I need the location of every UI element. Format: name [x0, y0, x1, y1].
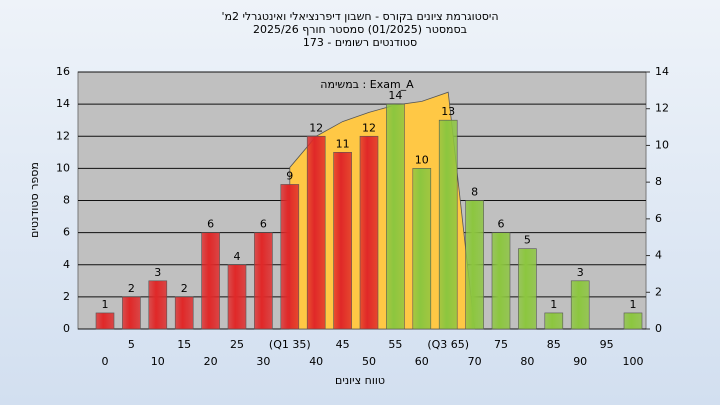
- chart-subtitle: בסמסטר (01/2025) סמסטר חורף 2025/26: [253, 23, 467, 36]
- y-tick-label: 8: [63, 194, 70, 207]
- data-label: 2: [181, 282, 188, 295]
- x-tick-label: 100: [623, 355, 644, 368]
- bar: [491, 232, 511, 330]
- data-label: 12: [309, 121, 323, 134]
- data-label: 6: [207, 218, 214, 231]
- x-tick-label: 45: [336, 338, 350, 351]
- y-tick-label: 10: [56, 161, 70, 174]
- bar: [518, 248, 537, 330]
- x-axis-label: טווח ציונים: [335, 374, 385, 387]
- y-tick-label: 6: [63, 226, 70, 239]
- x-tick-label: 60: [415, 355, 429, 368]
- x-tick-label: 30: [256, 355, 270, 368]
- x-tick-label: 10: [151, 355, 165, 368]
- x-tick-label: 95: [600, 338, 614, 351]
- data-label: 6: [260, 218, 267, 231]
- data-label: 1: [102, 298, 109, 311]
- bar: [412, 168, 432, 330]
- x-tick-label: 5: [128, 338, 135, 351]
- annotation: במשימה : Exam_A: [320, 78, 414, 91]
- data-label: 11: [336, 137, 350, 150]
- y-tick-label: 12: [56, 129, 70, 142]
- x-tick-label: 25: [230, 338, 244, 351]
- x-tick-label: 85: [547, 338, 561, 351]
- bar: [386, 103, 405, 330]
- bar: [359, 135, 379, 330]
- y-tick-label: 16: [56, 65, 70, 78]
- bar: [306, 135, 326, 330]
- data-label: 3: [154, 266, 161, 279]
- bar: [438, 119, 458, 330]
- y2-tick-label: 0: [655, 322, 662, 335]
- x-tick-label: (Q3 65): [427, 338, 469, 351]
- data-label: 1: [630, 298, 637, 311]
- bar: [254, 232, 273, 330]
- y2-tick-label: 6: [655, 212, 662, 225]
- data-label: 1: [550, 298, 557, 311]
- bar: [465, 200, 484, 330]
- bar: [227, 264, 247, 330]
- data-label: 8: [471, 186, 478, 199]
- y-tick-label: 14: [56, 97, 70, 110]
- chart-title: היסטוגרמת ציונים בקורס - חשבון דיפרנציאל…: [221, 10, 498, 23]
- data-label: 6: [498, 218, 505, 231]
- x-tick-label: 15: [177, 338, 191, 351]
- data-label: 13: [441, 105, 455, 118]
- x-tick-label: 50: [362, 355, 376, 368]
- y2-tick-label: 2: [655, 285, 662, 298]
- bar: [122, 296, 141, 330]
- y-tick-label: 4: [63, 258, 70, 271]
- x-tick-label: 20: [204, 355, 218, 368]
- x-tick-label: 90: [573, 355, 587, 368]
- x-tick-label: 80: [520, 355, 534, 368]
- chart-subtitle: סטודנטים רשומים - 173: [303, 36, 417, 49]
- bar: [280, 184, 300, 330]
- bar: [201, 232, 220, 330]
- y2-tick-label: 14: [655, 65, 669, 78]
- data-label: 2: [128, 282, 135, 295]
- data-label: 14: [388, 89, 402, 102]
- y-tick-label: 0: [63, 322, 70, 335]
- bar: [544, 312, 564, 330]
- bar: [174, 296, 194, 330]
- x-tick-label: (Q1 35): [269, 338, 311, 351]
- x-tick-label: 70: [468, 355, 482, 368]
- bar: [623, 312, 643, 330]
- x-tick-label: 55: [388, 338, 402, 351]
- y2-tick-label: 4: [655, 249, 662, 262]
- data-label: 5: [524, 234, 531, 247]
- y-axis-label: מספר סטודנטים: [28, 162, 41, 238]
- x-tick-label: 40: [309, 355, 323, 368]
- data-label: 3: [577, 266, 584, 279]
- y2-tick-label: 12: [655, 102, 669, 115]
- data-label: 12: [362, 121, 376, 134]
- bar: [148, 280, 168, 330]
- x-tick-label: 75: [494, 338, 508, 351]
- y-tick-label: 2: [63, 290, 70, 303]
- bar: [95, 312, 115, 330]
- bar: [333, 152, 352, 330]
- data-label: 10: [415, 153, 429, 166]
- y2-tick-label: 10: [655, 138, 669, 151]
- y2-tick-label: 8: [655, 175, 662, 188]
- data-label: 9: [286, 169, 293, 182]
- data-label: 4: [234, 250, 241, 263]
- bar: [570, 280, 590, 330]
- x-tick-label: 0: [102, 355, 109, 368]
